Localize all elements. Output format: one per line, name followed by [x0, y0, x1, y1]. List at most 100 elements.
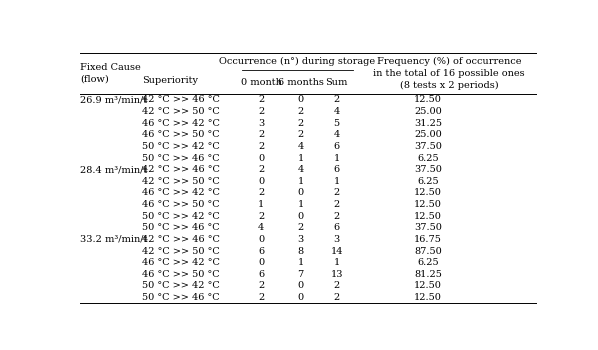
Text: 2: 2 [258, 188, 264, 197]
Text: 2: 2 [258, 165, 264, 174]
Text: 46 °C >> 42 °C: 46 °C >> 42 °C [142, 258, 220, 267]
Text: 37.50: 37.50 [414, 142, 442, 151]
Text: 1: 1 [298, 258, 304, 267]
Text: 1: 1 [298, 154, 304, 163]
Text: 6: 6 [334, 223, 340, 232]
Text: 2: 2 [258, 212, 264, 221]
Text: Superiority: Superiority [142, 76, 198, 85]
Text: 6.25: 6.25 [417, 258, 439, 267]
Text: 2: 2 [334, 212, 340, 221]
Text: 4: 4 [298, 142, 304, 151]
Text: 4: 4 [258, 223, 264, 232]
Text: 8: 8 [298, 247, 304, 256]
Text: Sum: Sum [325, 78, 348, 87]
Text: 0: 0 [258, 177, 264, 186]
Text: 50 °C >> 42 °C: 50 °C >> 42 °C [142, 212, 219, 221]
Text: 50 °C >> 46 °C: 50 °C >> 46 °C [142, 293, 219, 302]
Text: Occurrence (n°) during storage: Occurrence (n°) during storage [219, 57, 376, 66]
Text: 37.50: 37.50 [414, 165, 442, 174]
Text: 12.50: 12.50 [414, 200, 442, 209]
Text: 2: 2 [334, 293, 340, 302]
Text: 46 °C >> 42 °C: 46 °C >> 42 °C [142, 119, 220, 128]
Text: 1: 1 [298, 177, 304, 186]
Text: 1: 1 [258, 200, 264, 209]
Text: 42 °C >> 50 °C: 42 °C >> 50 °C [142, 247, 219, 256]
Text: 1: 1 [298, 200, 304, 209]
Text: 37.50: 37.50 [414, 223, 442, 232]
Text: 5: 5 [334, 119, 340, 128]
Text: 33.2 m³/min/t: 33.2 m³/min/t [80, 235, 148, 244]
Text: Frequency (%) of occurrence
in the total of 16 possible ones
(8 tests x 2 period: Frequency (%) of occurrence in the total… [373, 57, 525, 90]
Text: 1: 1 [334, 154, 340, 163]
Text: 0: 0 [258, 235, 264, 244]
Text: 4: 4 [298, 165, 304, 174]
Text: 6: 6 [334, 142, 340, 151]
Text: 46 °C >> 50 °C: 46 °C >> 50 °C [142, 200, 219, 209]
Text: 6: 6 [258, 270, 264, 279]
Text: 4: 4 [334, 130, 340, 139]
Text: 2: 2 [334, 96, 340, 104]
Text: 2: 2 [258, 107, 264, 116]
Text: 46 °C >> 50 °C: 46 °C >> 50 °C [142, 130, 219, 139]
Text: 1: 1 [334, 258, 340, 267]
Text: 2: 2 [334, 188, 340, 197]
Text: 2: 2 [258, 281, 264, 290]
Text: 25.00: 25.00 [414, 130, 442, 139]
Text: 28.4 m³/min/t: 28.4 m³/min/t [80, 165, 148, 174]
Text: 3: 3 [298, 235, 304, 244]
Text: 2: 2 [298, 223, 304, 232]
Text: 2: 2 [334, 200, 340, 209]
Text: 0: 0 [298, 188, 304, 197]
Text: 50 °C >> 46 °C: 50 °C >> 46 °C [142, 223, 219, 232]
Text: 0 month: 0 month [241, 78, 282, 87]
Text: 26.9 m³/min/t: 26.9 m³/min/t [80, 96, 148, 104]
Text: 0: 0 [258, 258, 264, 267]
Text: 13: 13 [330, 270, 343, 279]
Text: 6: 6 [334, 165, 340, 174]
Text: 50 °C >> 42 °C: 50 °C >> 42 °C [142, 281, 219, 290]
Text: 0: 0 [298, 96, 304, 104]
Text: 6: 6 [258, 247, 264, 256]
Text: 50 °C >> 42 °C: 50 °C >> 42 °C [142, 142, 219, 151]
Text: Fixed Cause
(flow): Fixed Cause (flow) [80, 63, 141, 84]
Text: 50 °C >> 46 °C: 50 °C >> 46 °C [142, 154, 219, 163]
Text: 12.50: 12.50 [414, 212, 442, 221]
Text: 2: 2 [334, 281, 340, 290]
Text: 42 °C >> 50 °C: 42 °C >> 50 °C [142, 107, 219, 116]
Text: 42 °C >> 46 °C: 42 °C >> 46 °C [142, 165, 220, 174]
Text: 2: 2 [258, 96, 264, 104]
Text: 4: 4 [334, 107, 340, 116]
Text: 0: 0 [298, 212, 304, 221]
Text: 6.25: 6.25 [417, 154, 439, 163]
Text: 2: 2 [258, 142, 264, 151]
Text: 3: 3 [258, 119, 264, 128]
Text: 12.50: 12.50 [414, 281, 442, 290]
Text: 0: 0 [258, 154, 264, 163]
Text: 81.25: 81.25 [414, 270, 442, 279]
Text: 3: 3 [334, 235, 340, 244]
Text: 2: 2 [298, 130, 304, 139]
Text: 0: 0 [298, 281, 304, 290]
Text: 25.00: 25.00 [414, 107, 442, 116]
Text: 46 °C >> 42 °C: 46 °C >> 42 °C [142, 188, 220, 197]
Text: 87.50: 87.50 [414, 247, 442, 256]
Text: 16.75: 16.75 [414, 235, 442, 244]
Text: 12.50: 12.50 [414, 293, 442, 302]
Text: 46 °C >> 50 °C: 46 °C >> 50 °C [142, 270, 219, 279]
Text: 12.50: 12.50 [414, 96, 442, 104]
Text: 42 °C >> 50 °C: 42 °C >> 50 °C [142, 177, 219, 186]
Text: 2: 2 [298, 119, 304, 128]
Text: 12.50: 12.50 [414, 188, 442, 197]
Text: 31.25: 31.25 [414, 119, 442, 128]
Text: 14: 14 [330, 247, 343, 256]
Text: 7: 7 [298, 270, 304, 279]
Text: 42 °C >> 46 °C: 42 °C >> 46 °C [142, 96, 220, 104]
Text: 1: 1 [334, 177, 340, 186]
Text: 6.25: 6.25 [417, 177, 439, 186]
Text: 2: 2 [298, 107, 304, 116]
Text: 0: 0 [298, 293, 304, 302]
Text: 6 months: 6 months [277, 78, 324, 87]
Text: 2: 2 [258, 130, 264, 139]
Text: 2: 2 [258, 293, 264, 302]
Text: 42 °C >> 46 °C: 42 °C >> 46 °C [142, 235, 220, 244]
